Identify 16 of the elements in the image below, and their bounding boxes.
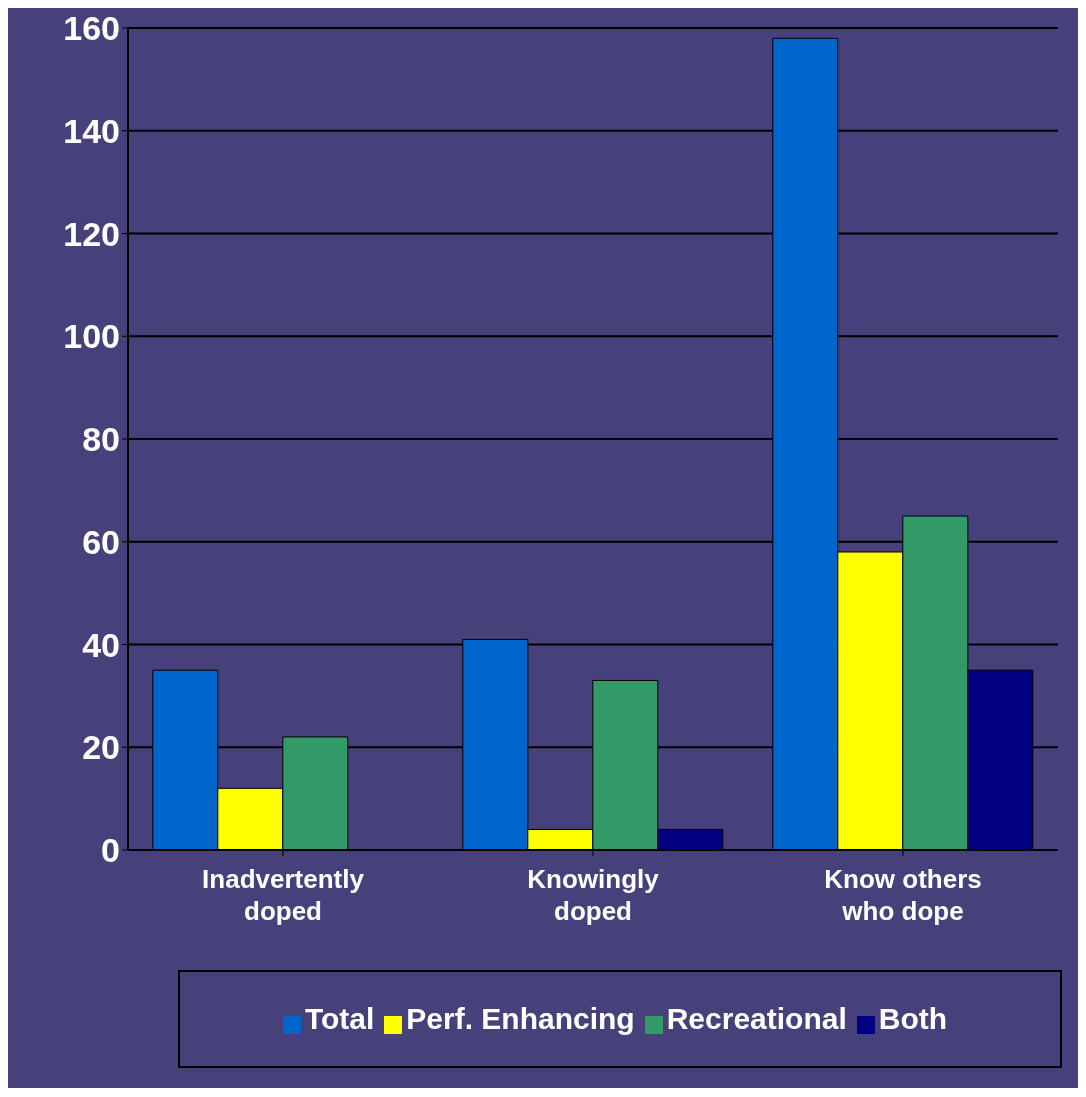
y-tick-label: 60 xyxy=(82,522,120,561)
y-tick-label: 40 xyxy=(82,625,120,664)
x-tick-label: Inadvertently doped xyxy=(202,864,365,926)
y-tick-label: 120 xyxy=(63,214,120,253)
x-tick-label: Knowingly doped xyxy=(527,864,660,926)
y-tick-label: 100 xyxy=(63,317,120,356)
y-tick-label: 0 xyxy=(101,831,120,870)
y-tick-label: 20 xyxy=(82,728,120,767)
legend-label: Total xyxy=(304,1002,375,1035)
y-tick-label: 140 xyxy=(63,111,120,150)
legend-label: Both xyxy=(878,1002,948,1035)
legend-label: Perf. Enhancing xyxy=(406,1002,635,1035)
x-tick-label: Know others who dope xyxy=(824,864,982,926)
legend-label: Recreational xyxy=(666,1002,847,1035)
y-tick-label: 160 xyxy=(63,9,120,48)
y-tick-label: 80 xyxy=(82,420,120,459)
